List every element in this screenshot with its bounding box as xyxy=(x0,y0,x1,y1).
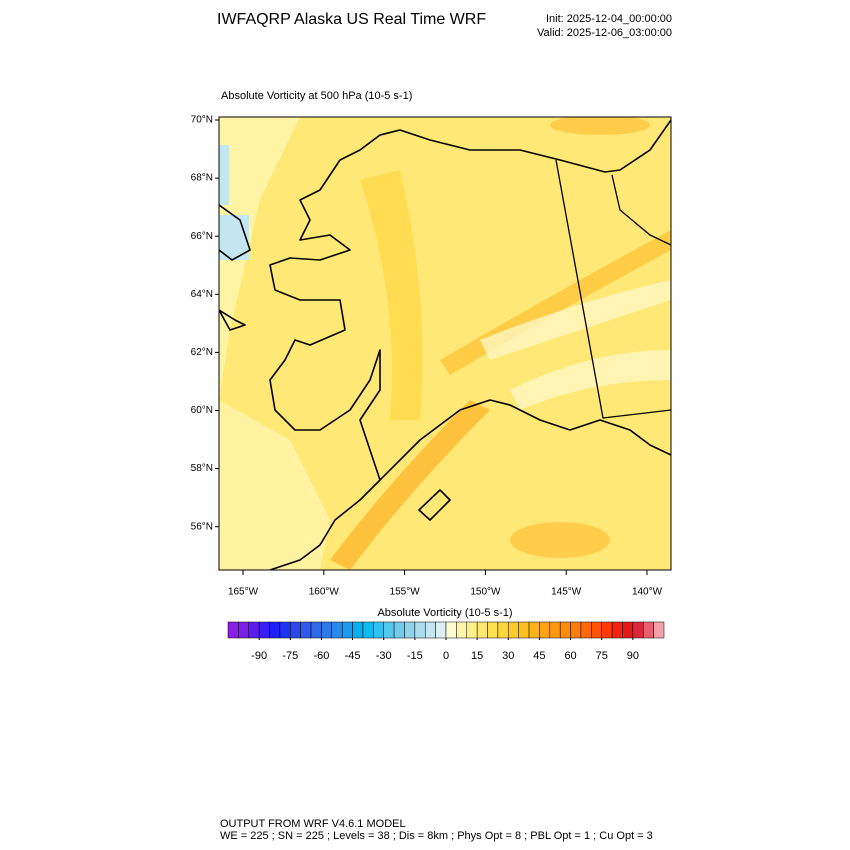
field-region xyxy=(330,400,490,570)
field-region xyxy=(219,145,229,205)
colorbar-swatch xyxy=(539,621,551,639)
island xyxy=(219,309,246,331)
colorbar-swatch xyxy=(373,621,384,639)
colorbar-swatch xyxy=(632,621,644,639)
colorbar-swatch xyxy=(331,621,343,639)
colorbar-tick-label: 45 xyxy=(533,650,545,662)
field-region xyxy=(219,117,300,400)
main-title: IWFAQRP Alaska US Real Time WRF xyxy=(217,11,486,28)
colorbar-swatch xyxy=(476,621,488,639)
colorbar-swatch xyxy=(290,621,301,639)
field-region xyxy=(510,522,610,558)
colorbar-swatch xyxy=(321,621,333,639)
colorbar-swatch xyxy=(300,621,312,639)
island xyxy=(418,489,451,521)
init-time: Init: 2025-12-04_00:00:00 xyxy=(546,13,672,25)
colorbar-swatch xyxy=(559,621,571,639)
colorbar-swatch xyxy=(404,621,416,639)
map-title: Absolute Vorticity at 500 hPa (10-5 s-1) xyxy=(221,90,412,102)
colorbar-tick-label: -15 xyxy=(407,650,423,662)
colorbar-swatch xyxy=(580,621,592,639)
lat-label: 64°N xyxy=(191,289,213,300)
colorbar-swatch xyxy=(227,621,239,639)
map-frame xyxy=(218,116,672,571)
colorbar-swatch xyxy=(445,621,457,639)
colorbar-swatch xyxy=(549,621,561,639)
colorbar-swatch xyxy=(487,621,499,639)
field-region xyxy=(219,400,330,570)
lon-label: 165°W xyxy=(228,587,259,598)
coastline xyxy=(379,399,671,481)
colorbar-title: Absolute Vorticity (10-5 s-1) xyxy=(377,607,512,619)
colorbar-swatch xyxy=(456,621,468,639)
field-region xyxy=(360,170,423,420)
colorbar-swatch xyxy=(435,621,447,639)
colorbar-tick-label: -30 xyxy=(376,650,392,662)
colorbar-tick-label: 15 xyxy=(471,650,483,662)
lon-label: 155°W xyxy=(390,587,421,598)
lon-label: 150°W xyxy=(470,587,501,598)
colorbar-swatch xyxy=(258,621,270,639)
coastline xyxy=(219,204,251,261)
lat-label: 68°N xyxy=(191,173,213,184)
colorbar-swatch xyxy=(570,621,582,639)
colorbar-swatch xyxy=(518,621,530,639)
lat-label: 66°N xyxy=(191,231,213,242)
map xyxy=(218,116,672,571)
lon-label: 145°W xyxy=(551,587,582,598)
colorbar-swatch xyxy=(591,621,602,639)
colorbar-swatch xyxy=(238,621,250,639)
colorbar-tick-label: 0 xyxy=(443,650,449,662)
field-region xyxy=(480,280,671,360)
colorbar-swatch xyxy=(393,621,405,639)
lat-label: 58°N xyxy=(191,463,213,474)
colorbar-swatch xyxy=(279,621,291,639)
border xyxy=(555,159,671,419)
colorbar-tick-label: 75 xyxy=(596,650,608,662)
colorbar-swatch xyxy=(466,621,478,639)
lat-label: 60°N xyxy=(191,405,213,416)
colorbar-tick-label: 60 xyxy=(564,650,576,662)
valid-time: Valid: 2025-12-06_03:00:00 xyxy=(537,27,672,39)
colorbar-swatch xyxy=(341,621,353,639)
footer-line: WE = 225 ; SN = 225 ; Levels = 38 ; Dis … xyxy=(220,830,653,842)
colorbar-swatch xyxy=(611,621,623,639)
colorbar-swatch xyxy=(528,621,540,639)
colorbar-swatch xyxy=(414,621,426,639)
colorbar-swatch xyxy=(653,621,665,639)
colorbar-tick-label: -90 xyxy=(251,650,267,662)
lon-label: 140°W xyxy=(632,587,663,598)
colorbar-swatch xyxy=(269,621,281,639)
colorbar-swatch xyxy=(622,621,634,639)
colorbar-swatch xyxy=(352,621,364,639)
coastline xyxy=(611,174,671,246)
lat-label: 56°N xyxy=(191,521,213,532)
footer-line: OUTPUT FROM WRF V4.6.1 MODEL xyxy=(220,818,406,830)
lat-label: 62°N xyxy=(191,347,213,358)
lat-label: 70°N xyxy=(191,115,213,126)
colorbar-swatch xyxy=(362,621,374,639)
colorbar-tick-label: -60 xyxy=(313,650,329,662)
colorbar-tick-label: -75 xyxy=(282,650,298,662)
colorbar-swatch xyxy=(248,621,260,639)
colorbar-tick-label: -45 xyxy=(345,650,361,662)
colorbar-swatch xyxy=(424,621,436,639)
coastline xyxy=(269,119,671,570)
colorbar-swatch xyxy=(310,621,322,639)
field-region xyxy=(510,350,671,410)
lon-label: 160°W xyxy=(309,587,340,598)
colorbar-swatch xyxy=(642,621,654,639)
colorbar-swatch xyxy=(508,621,519,639)
field-region xyxy=(550,117,650,135)
colorbar-tick-label: 30 xyxy=(502,650,514,662)
colorbar-swatch xyxy=(383,621,395,639)
colorbar-swatch xyxy=(497,621,509,639)
colorbar-tick-label: 90 xyxy=(627,650,639,662)
colorbar-swatch xyxy=(601,621,613,639)
